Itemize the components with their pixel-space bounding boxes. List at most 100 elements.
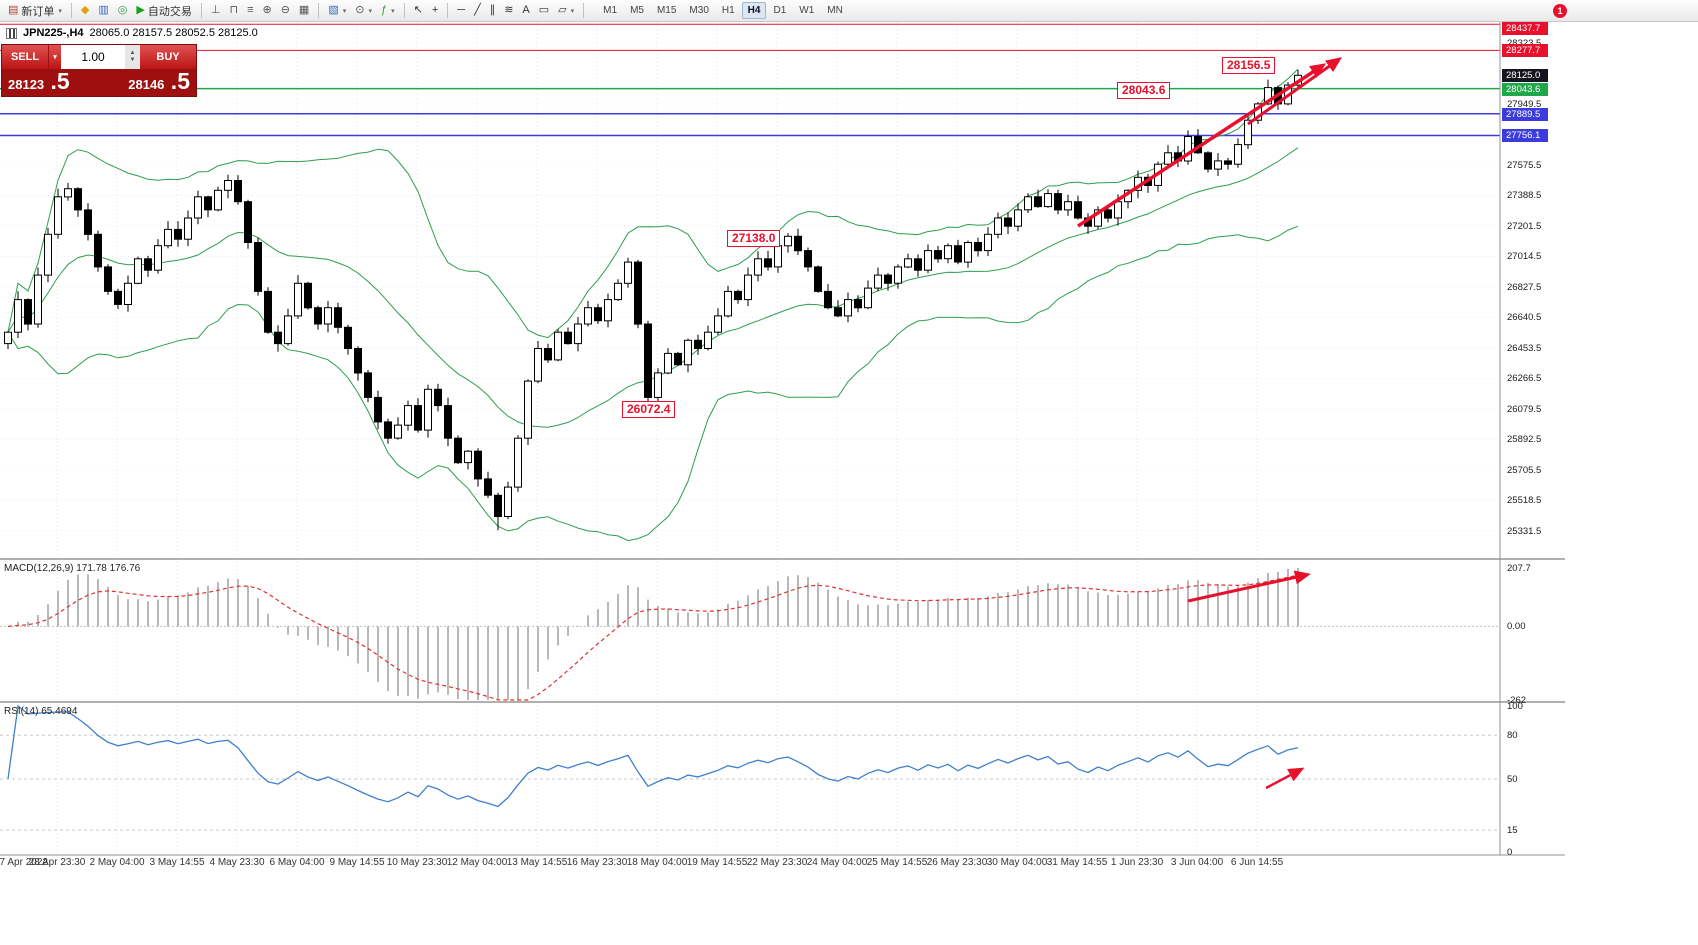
- horizontal-line-icon[interactable]: ─: [453, 2, 469, 20]
- notification-badge[interactable]: 1: [1553, 4, 1567, 18]
- indicators-button[interactable]: ƒ ▾: [377, 2, 399, 20]
- caret-down-icon: ▾: [58, 7, 62, 15]
- chart-bars-icon[interactable]: ⊥: [207, 2, 225, 20]
- zoom-in-button[interactable]: ⊕: [258, 2, 275, 20]
- price-scale-label: 26640.5: [1507, 312, 1542, 324]
- stepper-up-icon[interactable]: ▲: [129, 50, 136, 56]
- rsi-indicator-label: RSI(14) 65.4694: [4, 706, 78, 717]
- navigator-icon: ◎: [117, 4, 128, 16]
- macd-scale-label: -262: [1507, 695, 1527, 706]
- price-scale-label: 25705.5: [1507, 464, 1542, 476]
- bollinger-bands-layer: [7, 68, 1299, 542]
- time-scale-label: 10 May 23:30: [386, 857, 448, 868]
- macd-indicator-label: MACD(12,26,9) 171.78 176.76: [4, 563, 141, 574]
- caret-down-icon: ▾: [368, 7, 372, 15]
- timeframe-toolbar: M1 M5 M15 M30 H1 H4 D1 W1 MN: [597, 2, 849, 19]
- tile-windows-icon: ▦: [298, 4, 310, 16]
- text-label-icon: ▭: [538, 4, 550, 16]
- chart-annotation-price-label[interactable]: 26072.4: [622, 401, 676, 418]
- stepper-down-icon[interactable]: ▼: [129, 57, 136, 63]
- cursor-icon[interactable]: ↖: [410, 2, 427, 20]
- chart-line-icon[interactable]: ≡: [243, 2, 257, 20]
- time-scale-label: 22 May 23:30: [746, 857, 808, 868]
- volume-stepper[interactable]: ▲ ▼: [125, 45, 140, 69]
- price-scale-label: 27949.5: [1507, 98, 1542, 110]
- horizontal-lines-layer[interactable]: [0, 23, 1500, 137]
- timeframe-button-m30[interactable]: M30: [689, 5, 709, 16]
- buy-button[interactable]: BUY: [140, 45, 196, 69]
- chart-annotation-price-label[interactable]: 28043.6: [1117, 82, 1171, 99]
- price-scale-label: 27575.5: [1507, 159, 1542, 171]
- time-scale-label: 6 May 04:00: [269, 857, 325, 868]
- zoom-out-button[interactable]: ⊖: [277, 2, 294, 20]
- new-order-icon: ▤: [8, 4, 19, 16]
- price-badge: 27756.1: [1502, 129, 1548, 143]
- market-watch-icon[interactable]: ◆: [77, 2, 93, 20]
- equidistant-channel-icon[interactable]: ∥: [486, 2, 500, 20]
- chart-line-icon: ≡: [247, 4, 254, 16]
- trendline-icon: ╱: [474, 4, 481, 16]
- indicators-icon: ƒ: [380, 4, 388, 16]
- timeframe-button-mn[interactable]: MN: [827, 5, 843, 16]
- price-scale-label: 25331.5: [1507, 525, 1542, 537]
- trend-arrows-layer[interactable]: [1077, 57, 1343, 790]
- time-scale-label: 3 Jun 04:00: [1170, 857, 1224, 868]
- macd-scale-label: 0.00: [1507, 621, 1526, 633]
- chart-annotation-price-label[interactable]: 27138.0: [727, 230, 781, 247]
- tile-windows-icon[interactable]: ▦: [295, 2, 313, 20]
- new-chart-button[interactable]: ▧ ▾: [324, 2, 350, 20]
- trendline-icon[interactable]: ╱: [470, 2, 485, 20]
- volume-input[interactable]: [61, 45, 125, 69]
- time-scale-label: 18 May 04:00: [626, 857, 688, 868]
- time-scale-label: 19 May 14:55: [686, 857, 748, 868]
- new-order-button[interactable]: ▤ 新订单 ▾: [4, 2, 66, 20]
- text-label-icon[interactable]: ▭: [535, 2, 553, 20]
- auto-trading-button[interactable]: ▶ 自动交易: [132, 2, 195, 20]
- price-badge: 28437.7: [1502, 22, 1548, 35]
- shapes-button[interactable]: ▱ ▾: [554, 2, 578, 20]
- time-scale-label: 9 May 14:55: [329, 857, 385, 868]
- navigator-icon[interactable]: ◎: [114, 2, 132, 20]
- text-icon: A: [522, 4, 530, 16]
- price-scale-label: 27388.5: [1507, 190, 1542, 202]
- timeframe-button-d1[interactable]: D1: [773, 5, 787, 16]
- timeframe-button-m5[interactable]: M5: [630, 5, 644, 16]
- timeframe-button-w1[interactable]: W1: [799, 5, 815, 16]
- macd-layer: [0, 568, 1500, 701]
- sell-button[interactable]: SELL: [2, 45, 48, 69]
- chart-candles-icon[interactable]: ⊓: [225, 2, 242, 20]
- data-window-icon[interactable]: ▥: [94, 2, 112, 20]
- fibonacci-icon[interactable]: ≋: [500, 2, 517, 20]
- buy-price: 28146 .5: [128, 68, 190, 98]
- one-click-trading-panel: SELL ▾ ▲▼ BUY 28123 .5 28146 .5: [1, 44, 197, 97]
- timeframe-button-m1[interactable]: M1: [603, 5, 618, 16]
- chart-icon: [6, 27, 17, 39]
- time-scale-label: 2 May 04:00: [89, 857, 145, 868]
- text-icon[interactable]: A: [518, 2, 533, 20]
- price-scale[interactable]: 28323.5 27949.5 27575.5 27388.5 27201.5 27014…: [1501, 22, 1698, 873]
- price-scale-label: 26827.5: [1507, 281, 1542, 293]
- periods-button[interactable]: ⊙ ▾: [351, 2, 376, 20]
- caret-down-icon: ▾: [342, 7, 347, 15]
- crosshair-icon: +: [431, 4, 439, 16]
- price-fraction: .5: [164, 68, 190, 94]
- timeframe-button-m15[interactable]: M15: [656, 5, 677, 16]
- rsi-layer: [0, 704, 1500, 831]
- rsi-scale-label: 0: [1507, 847, 1513, 858]
- symbol-header: JPN225-,H4 28065.0 28157.5 28052.5 28125…: [6, 27, 258, 39]
- cursor-icon: ↖: [413, 4, 423, 16]
- time-scale-label: 28 Apr 23:30: [28, 857, 86, 868]
- crosshair-icon[interactable]: +: [428, 2, 442, 20]
- timeframe-button-h4[interactable]: H4: [741, 2, 767, 19]
- price-integer: 28123: [8, 77, 45, 92]
- timeframe-button-h1[interactable]: H1: [721, 5, 735, 16]
- auto-trading-icon: ▶: [136, 4, 145, 16]
- volume-dropdown-button[interactable]: ▾: [48, 45, 61, 69]
- rsi-scale-label: 15: [1507, 825, 1518, 837]
- chart-canvas[interactable]: [0, 22, 1698, 873]
- trade-panel-controls: SELL ▾ ▲▼ BUY: [2, 45, 196, 69]
- chart-annotation-price-label[interactable]: 28156.5: [1222, 57, 1276, 74]
- price-fraction: .5: [44, 68, 70, 94]
